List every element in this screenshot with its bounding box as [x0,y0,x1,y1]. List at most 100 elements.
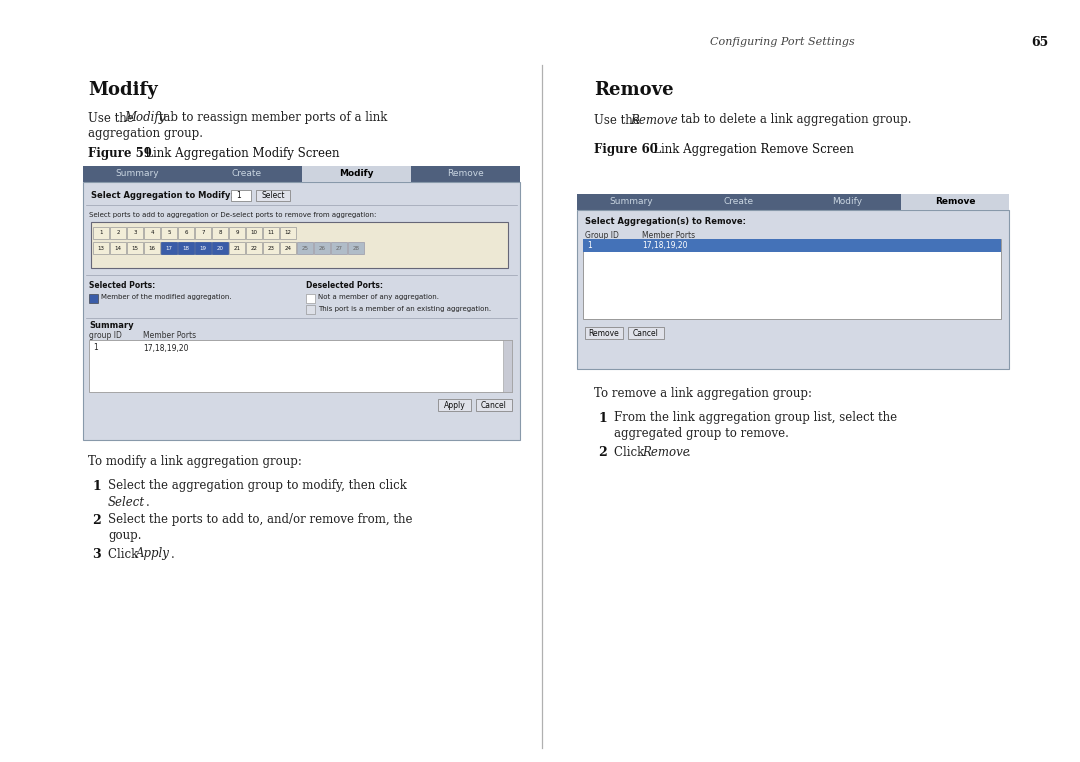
Bar [585,327,623,339]
Text: 6: 6 [185,230,188,235]
Bar [89,340,512,392]
Text: 14: 14 [114,245,121,251]
Bar [178,242,194,254]
Text: Modify: Modify [87,81,158,99]
Text: Not a member of any aggregation.: Not a member of any aggregation. [318,294,438,300]
Text: Use the: Use the [594,114,644,126]
Bar [231,190,251,201]
Text: 19: 19 [200,245,206,251]
Text: 1: 1 [99,230,103,235]
Text: goup.: goup. [108,530,141,543]
Text: To modify a link aggregation group:: To modify a link aggregation group: [87,456,302,469]
Bar [577,210,1009,369]
Bar [246,242,262,254]
Text: 23: 23 [268,245,274,251]
Text: .: . [687,446,691,459]
Text: Configuring Port Settings: Configuring Port Settings [711,37,855,47]
Text: 11: 11 [268,230,274,235]
Bar [127,242,143,254]
Bar [93,242,109,254]
Bar [161,242,177,254]
Bar [901,194,1009,210]
Text: aggregation group.: aggregation group. [87,127,203,140]
Bar [583,239,1001,319]
Bar [314,242,330,254]
Text: 27: 27 [336,245,342,251]
Text: Deselected Ports:: Deselected Ports: [306,280,383,290]
Bar [280,242,296,254]
Text: 21: 21 [233,245,241,251]
Bar [256,190,291,201]
Text: Remove: Remove [594,81,674,99]
Text: From the link aggregation group list, select the: From the link aggregation group list, se… [615,411,897,424]
Text: 12: 12 [284,230,292,235]
Text: Select: Select [108,495,145,508]
Bar [438,399,471,411]
Text: Select ports to add to aggregation or De-select ports to remove from aggregation: Select ports to add to aggregation or De… [89,212,376,218]
Text: Remove: Remove [447,169,484,178]
Text: Select Aggregation(s) to Remove:: Select Aggregation(s) to Remove: [585,217,746,226]
Text: tab to delete a link aggregation group.: tab to delete a link aggregation group. [677,114,912,126]
Text: 1: 1 [237,191,241,200]
Bar [348,242,364,254]
Text: Selected Ports:: Selected Ports: [89,280,156,290]
Bar [195,227,211,239]
Text: Click: Click [615,446,648,459]
Bar [212,227,228,239]
Text: 1: 1 [598,411,607,424]
Text: Group ID: Group ID [585,230,619,239]
Text: This port is a member of an existing aggregation.: This port is a member of an existing agg… [318,306,491,312]
Bar [229,227,245,239]
Text: .: . [171,548,175,561]
Text: 3: 3 [133,230,137,235]
Bar [93,227,109,239]
Text: Cancel: Cancel [481,401,507,409]
Text: Select Aggregation to Modify:: Select Aggregation to Modify: [91,190,233,200]
Text: 16: 16 [149,245,156,251]
Text: 25: 25 [301,245,309,251]
Text: 24: 24 [284,245,292,251]
Text: Summary: Summary [89,322,134,331]
Text: 3: 3 [92,548,100,561]
Text: Remove: Remove [935,197,975,207]
Text: 17,18,19,20: 17,18,19,20 [143,344,189,353]
Bar [297,242,313,254]
Bar [476,399,512,411]
Text: 7: 7 [201,230,205,235]
Text: Member of the modified aggregation.: Member of the modified aggregation. [102,294,231,300]
Text: Use the: Use the [87,111,137,124]
Text: .: . [146,495,150,508]
Text: 2: 2 [598,446,607,459]
Bar [330,242,347,254]
Bar [301,166,410,182]
Bar [280,227,296,239]
Bar [577,194,1009,210]
Bar [264,227,279,239]
Text: 2: 2 [117,230,120,235]
Text: Remove: Remove [630,114,678,126]
Text: 22: 22 [251,245,257,251]
Bar [264,242,279,254]
Bar [503,340,512,392]
Bar [144,242,160,254]
Text: aggregated group to remove.: aggregated group to remove. [615,427,788,440]
Text: 17: 17 [165,245,173,251]
Text: Remove: Remove [642,446,690,459]
Text: 28: 28 [352,245,360,251]
Bar [627,327,664,339]
Bar [89,294,98,303]
Text: 18: 18 [183,245,189,251]
Text: Apply: Apply [136,548,170,561]
Text: Figure 59: Figure 59 [87,148,152,161]
Text: Link Aggregation Modify Screen: Link Aggregation Modify Screen [134,148,339,161]
Text: Create: Create [232,169,262,178]
Text: Select: Select [261,191,285,200]
Text: Summary: Summary [609,197,652,207]
Text: 26: 26 [319,245,325,251]
Text: Figure 60: Figure 60 [594,143,658,156]
Text: 5: 5 [167,230,171,235]
Bar [161,227,177,239]
Text: Create: Create [724,197,754,207]
Bar [83,166,519,182]
Text: 1: 1 [588,241,592,250]
